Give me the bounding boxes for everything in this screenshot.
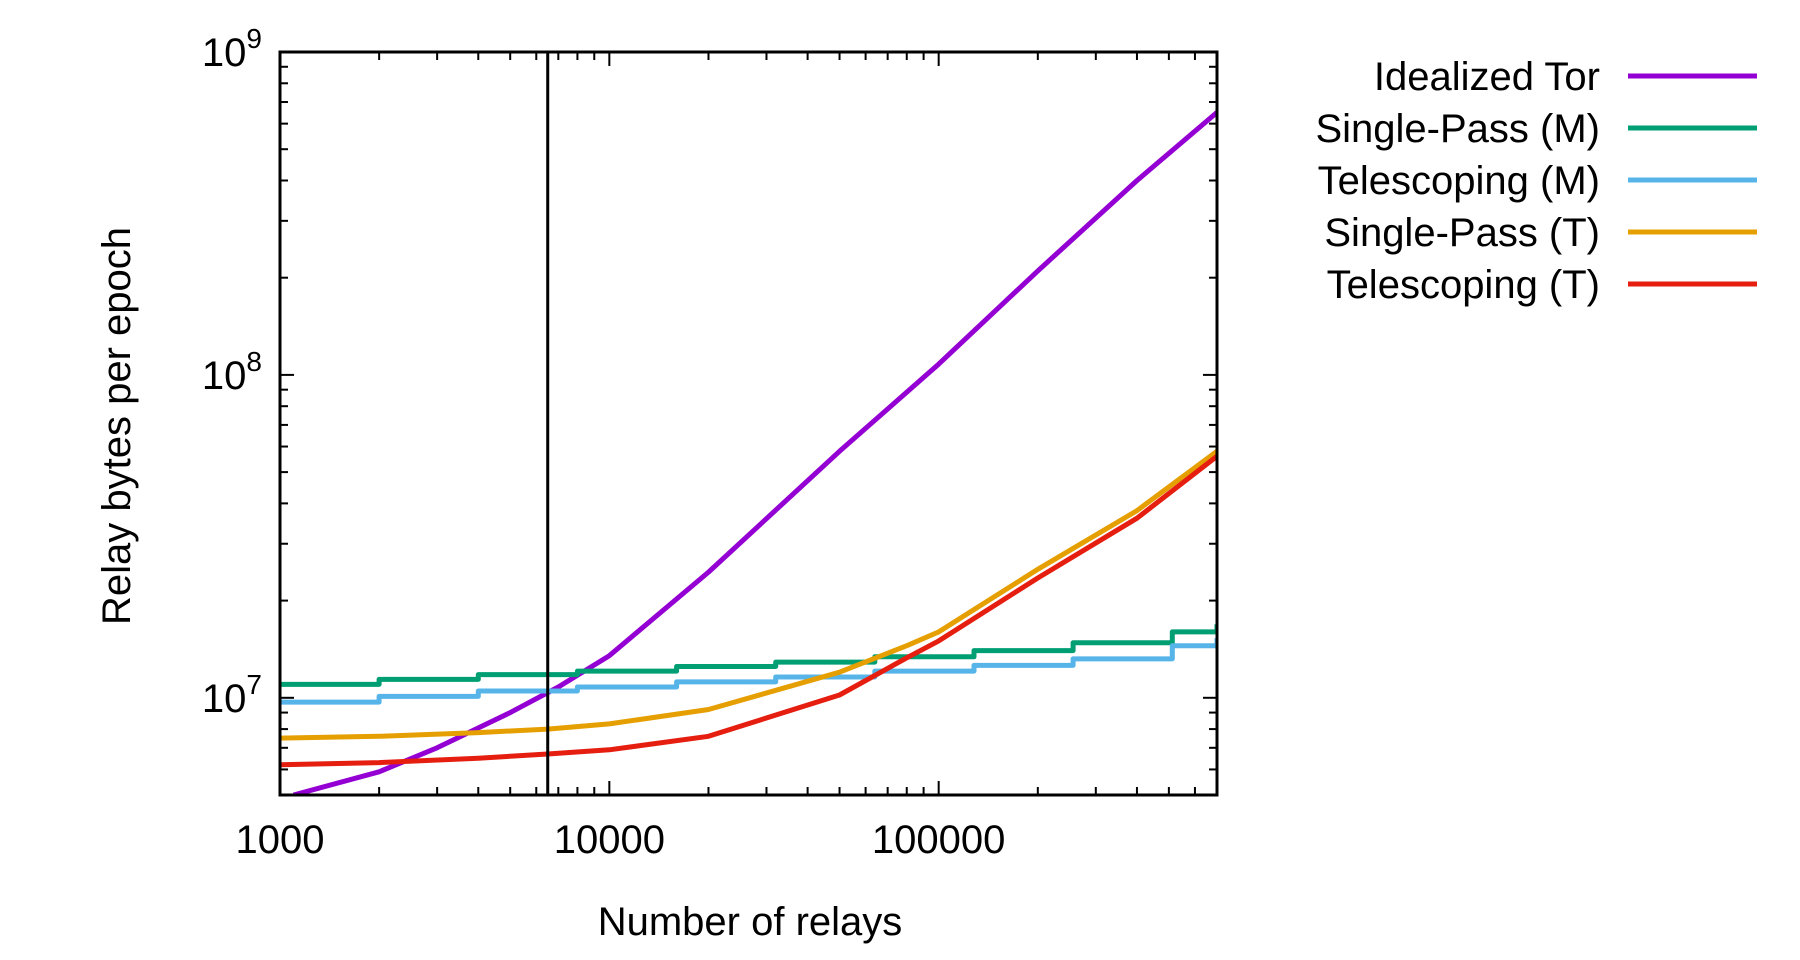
- x-axis-title: Number of relays: [598, 900, 903, 944]
- legend-label-4: Single-Pass (T): [1324, 211, 1600, 255]
- legend-label-1: Idealized Tor: [1374, 55, 1600, 99]
- y-tick-label: 107: [202, 669, 262, 721]
- legend: Idealized Tor Single-Pass (M) Telescoping …: [1315, 55, 1757, 307]
- y-tick-label: 109: [202, 23, 262, 75]
- x-tick-label: 1000: [236, 818, 325, 862]
- series-line-3: [280, 638, 1217, 705]
- plot-frame: [278, 50, 1219, 797]
- x-tick-label: 100000: [872, 818, 1005, 862]
- legend-label-3: Telescoping (M): [1318, 159, 1600, 203]
- axes: 1000 10000 100000 107 108 109: [202, 23, 1219, 862]
- y-axis-title: Relay bytes per epoch: [95, 227, 139, 625]
- y-tick-label: 108: [202, 346, 262, 398]
- series-line-4: [280, 449, 1217, 741]
- series-line-2: [280, 624, 1217, 687]
- series-line-1: [292, 110, 1217, 795]
- plot-area: [280, 110, 1217, 795]
- series-line-5: [280, 454, 1217, 768]
- legend-label-2: Single-Pass (M): [1315, 107, 1600, 151]
- legend-label-5: Telescoping (T): [1327, 263, 1600, 307]
- x-tick-label: 10000: [554, 818, 665, 862]
